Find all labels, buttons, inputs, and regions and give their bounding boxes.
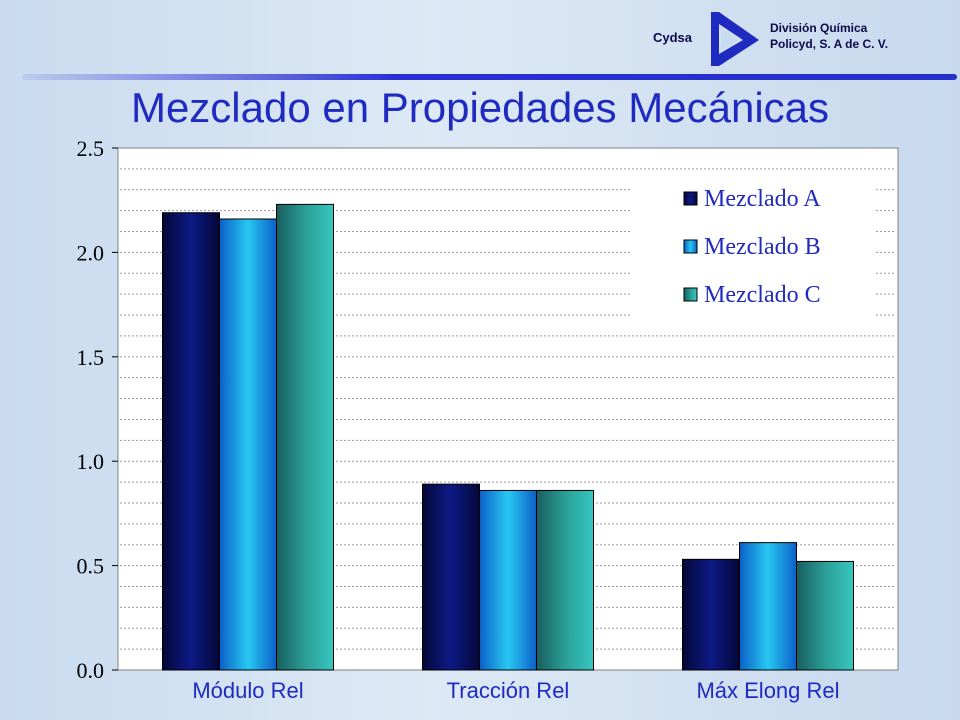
legend-box	[632, 176, 876, 316]
legend-swatch	[683, 191, 698, 206]
bar	[162, 212, 220, 671]
division-name: División Química Policyd, S. A de C. V.	[770, 20, 888, 52]
bar	[682, 558, 740, 671]
bar	[479, 489, 537, 671]
bar	[796, 560, 854, 671]
cydsa-logo	[711, 12, 759, 66]
legend-swatch	[683, 239, 698, 254]
bar	[422, 483, 480, 671]
y-axis: 0.0 0.5 1.0 1.5 2.0 2.5	[77, 136, 118, 683]
bars	[162, 203, 854, 671]
y-tick-label: 1.0	[77, 449, 105, 474]
y-tick-label: 0.5	[77, 554, 105, 579]
brand-name: Cydsa	[653, 30, 693, 45]
legend: Mezclado A Mezclado B Mezclado C	[632, 176, 876, 316]
legend-swatch	[683, 287, 698, 302]
bar	[219, 218, 277, 671]
legend-label: Mezclado A	[704, 186, 821, 212]
y-tick-label: 1.5	[77, 345, 105, 370]
y-tick-label: 2.5	[77, 136, 105, 161]
division-line-2: Policyd, S. A de C. V.	[770, 37, 889, 51]
bar	[276, 203, 334, 671]
x-tick-label: Módulo Rel	[192, 678, 304, 703]
division-line-1: División Química	[770, 21, 868, 35]
legend-label: Mezclado B	[704, 234, 821, 260]
x-tick-label: Máx Elong Rel	[696, 678, 840, 703]
y-tick-label: 0.0	[77, 658, 105, 683]
bar	[536, 489, 594, 671]
page-title: Mezclado en Propiedades Mecánicas	[130, 84, 830, 131]
y-tick-label: 2.0	[77, 240, 105, 265]
x-tick-label: Tracción Rel	[446, 678, 570, 703]
header-divider	[22, 74, 957, 80]
bar	[739, 542, 797, 671]
legend-label: Mezclado C	[704, 282, 821, 308]
